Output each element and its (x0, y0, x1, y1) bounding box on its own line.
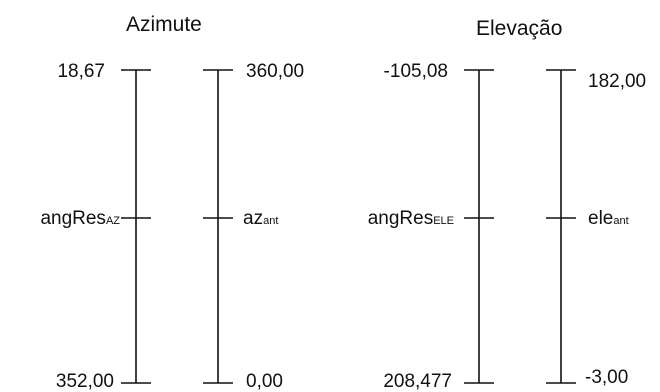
azimute-right-top-label: 360,00 (246, 61, 305, 82)
angres-az-subscript: AZ (105, 215, 120, 227)
elevacao-left-top-label: -105,08 (383, 61, 448, 82)
elevacao-right-mid-label: eleant (588, 209, 629, 228)
angres-az-base: angRes (40, 208, 106, 229)
elevacao-left-bottom-label: 208,477 (383, 371, 452, 392)
angres-ele-base: angRes (367, 208, 434, 229)
elevacao-left-scale (464, 69, 494, 384)
azimute-right-scale (203, 69, 233, 384)
elevacao-right-top-label: 182,00 (588, 71, 647, 92)
azimute-left-top-label: 18,67 (57, 61, 105, 82)
azimute-title: Azimute (126, 13, 202, 36)
ele-ant-subscript: ant (613, 215, 629, 227)
azimute-right-bottom-label: 0,00 (246, 371, 283, 392)
azimute-left-mid-label: angResAZ (40, 209, 120, 228)
azimute-left-bottom-label: 352,00 (55, 371, 114, 392)
angres-ele-subscript: ELE (433, 215, 454, 227)
ele-ant-base: ele (588, 208, 614, 229)
azimute-right-mid-label: azant (243, 209, 278, 228)
az-ant-subscript: ant (263, 215, 279, 227)
az-ant-base: az (243, 208, 264, 229)
azimute-left-scale (121, 69, 151, 384)
elevacao-title: Elevação (476, 17, 563, 40)
elevacao-right-bottom-label: -3,00 (585, 367, 629, 388)
elevacao-right-scale (546, 69, 576, 384)
elevacao-left-mid-label: angResELE (368, 209, 454, 228)
